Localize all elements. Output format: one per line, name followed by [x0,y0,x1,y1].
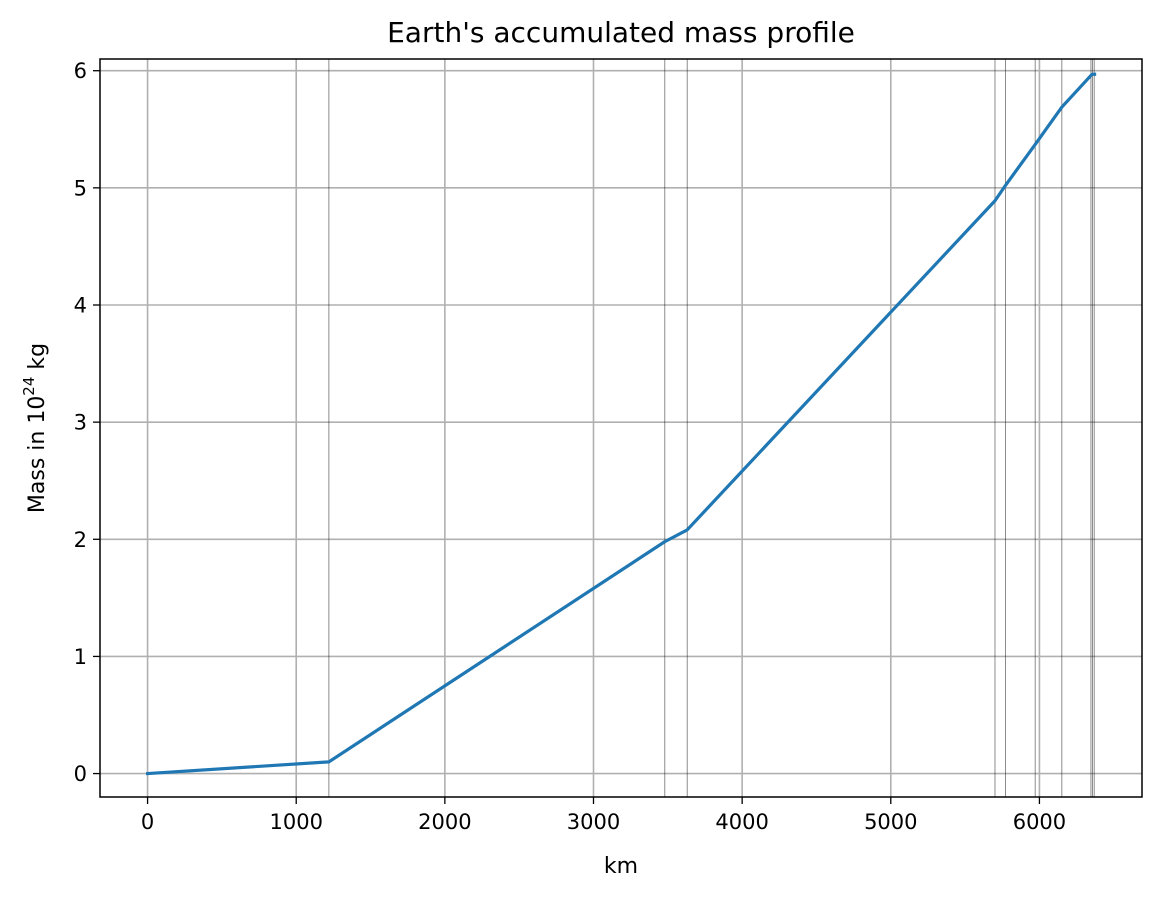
y-tick-label: 4 [74,294,87,318]
x-axis-ticks: 0 1000 2000 3000 4000 5000 6000 [141,797,1066,834]
y-tick-label: 0 [74,762,87,786]
x-tick-label: 4000 [715,810,768,834]
x-tick-label: 2000 [418,810,471,834]
x-tick-label: 1000 [269,810,322,834]
y-tick-label: 6 [74,59,87,83]
x-tick-label: 0 [141,810,154,834]
x-tick-label: 3000 [567,810,620,834]
x-tick-label: 5000 [864,810,917,834]
grid-lines [100,59,1142,797]
y-axis-label-superscript: 24 [20,377,38,396]
y-axis-label-suffix: kg [25,343,50,377]
y-tick-label: 2 [74,528,87,552]
layer-boundary-lines [328,59,1095,797]
plot-frame [99,58,1143,798]
y-axis-label: Mass in 1024 kg [20,343,50,513]
y-tick-label: 3 [74,411,87,435]
chart-title: Earth's accumulated mass profile [387,16,855,49]
y-axis-label-prefix: Mass in 10 [25,396,50,513]
x-tick-label: 6000 [1013,810,1066,834]
x-axis-label: km [604,854,638,879]
series-line-0 [145,72,1097,776]
y-axis-ticks: 0 1 2 3 4 5 6 [74,59,100,786]
series-layer [145,72,1097,776]
y-tick-label: 5 [74,176,87,200]
y-tick-label: 1 [74,645,87,669]
